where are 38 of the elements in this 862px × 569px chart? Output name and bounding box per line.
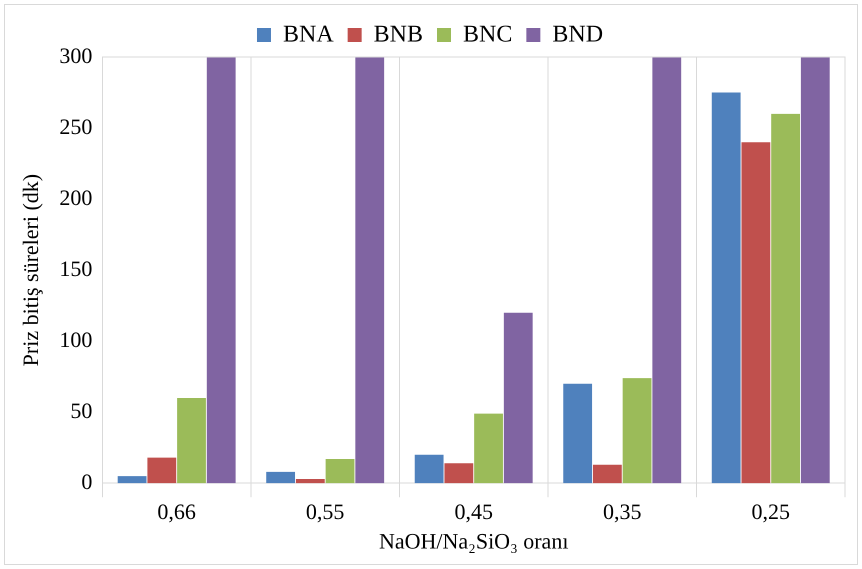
bar [800, 57, 830, 484]
bar [118, 476, 147, 484]
y-tick-label: 300 [59, 42, 92, 68]
legend-label: BND [552, 21, 604, 48]
y-tick-label: 250 [59, 114, 92, 139]
bar [444, 463, 474, 484]
bar [355, 57, 384, 484]
bar [177, 398, 206, 484]
legend-label: BNC [463, 21, 512, 48]
y-tick-label: 0 [81, 468, 92, 494]
bar [474, 414, 503, 484]
y-axis-title: Priz bitiş süreleri (dk) [18, 174, 43, 366]
bar [414, 454, 444, 484]
bar [622, 378, 652, 484]
x-tick-label: 0,45 [454, 499, 493, 524]
bar [741, 142, 770, 484]
y-tick-label: 200 [59, 184, 92, 210]
y-tick-label: 50 [70, 398, 92, 423]
bar [147, 458, 176, 484]
bar [266, 472, 296, 484]
bar [296, 478, 325, 484]
bar [712, 92, 741, 484]
bar [563, 384, 592, 484]
legend-label: BNB [374, 21, 424, 48]
legend-label: BNA [282, 21, 334, 48]
x-tick-label: 0,55 [306, 499, 344, 524]
bar [504, 312, 533, 484]
x-tick-label: 0,66 [157, 499, 196, 524]
x-tick-label: 0,35 [602, 499, 642, 524]
bar [326, 459, 354, 484]
y-tick-label: 100 [59, 326, 92, 352]
x-axis-title: NaOH/Na₂SiO₃ oranı [378, 528, 568, 554]
bar [771, 114, 800, 484]
x-tick-label: 0,25 [751, 499, 790, 524]
bar [206, 57, 236, 484]
bar [592, 464, 622, 484]
bar [652, 57, 682, 484]
y-tick-label: 150 [59, 256, 92, 281]
